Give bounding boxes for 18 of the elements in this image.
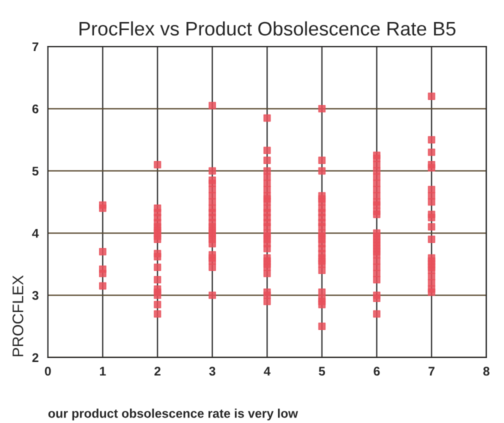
y-tick-label: 2 — [32, 353, 38, 362]
x-tick-label: 7 — [428, 366, 434, 376]
y-tick-label: 4 — [32, 229, 39, 238]
x-tick-label: 6 — [374, 366, 380, 376]
chart-title: ProcFlex vs Product Obsolescence Rate B5 — [80, 21, 456, 36]
y-axis-title: PROCFLEX — [12, 275, 24, 356]
x-tick-label: 8 — [483, 366, 490, 376]
x-tick-label: 4 — [264, 366, 271, 376]
x-axis-title: our product obsolescence rate is very low — [48, 408, 298, 420]
y-tick-label: 5 — [32, 166, 39, 176]
x-tick-label: 1 — [100, 366, 106, 376]
y-tick-label: 3 — [32, 291, 38, 300]
y-tick-label: 6 — [32, 104, 38, 114]
y-tick-label: 7 — [32, 42, 38, 52]
x-tick-label: 3 — [209, 366, 216, 376]
x-tick-label: 5 — [318, 366, 326, 376]
x-tick-label: 0 — [44, 366, 51, 376]
x-tick-label: 2 — [154, 366, 160, 376]
